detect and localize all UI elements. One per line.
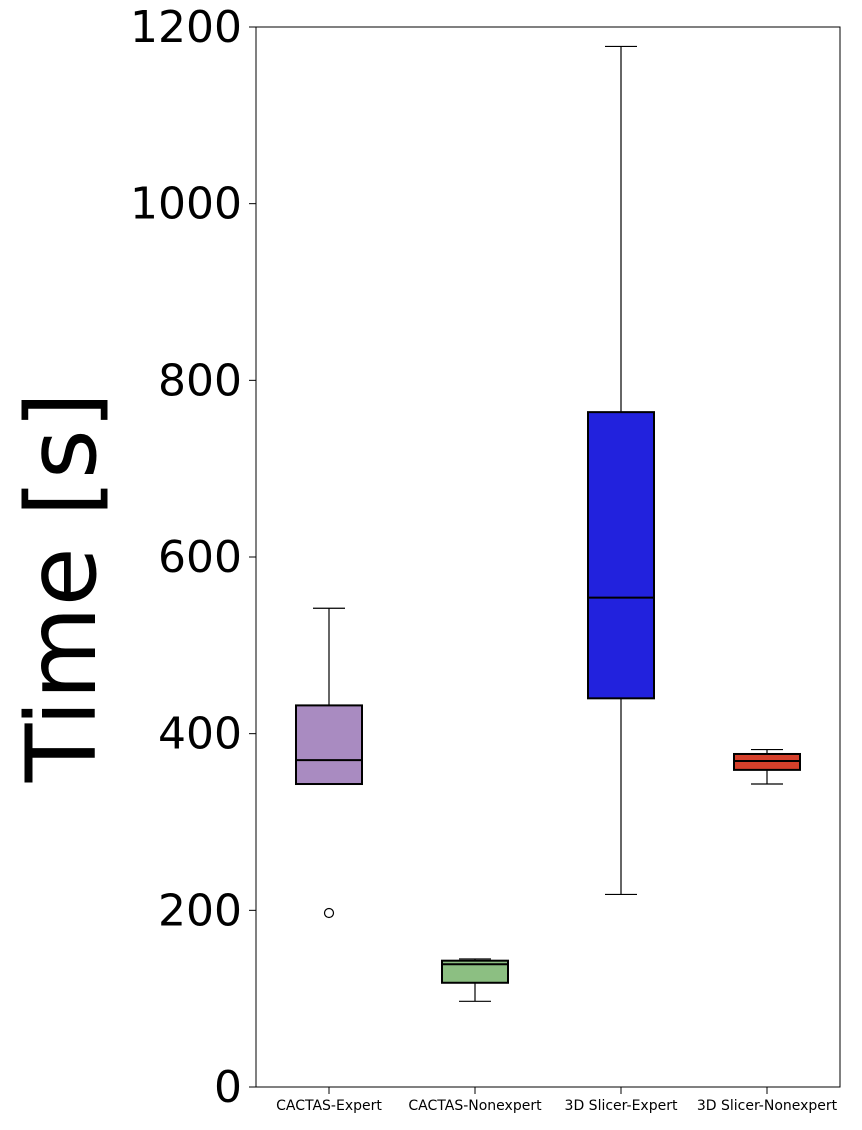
y-tick-label: 400 [158,709,242,760]
y-tick-label: 0 [214,1062,242,1113]
box-group [733,748,801,785]
y-tick-label: 800 [158,355,242,406]
x-axis: CACTAS-Expert CACTAS-Nonexpert 3D Slicer-E… [276,1087,838,1114]
x-tick-label: 3D Slicer-Nonexpert [697,1098,838,1114]
y-axis: 0 200 400 600 800 1000 1200 [130,2,256,1113]
outlier-point [323,907,335,919]
plot-marks [295,45,801,1002]
box-group [587,45,655,896]
x-tick-label: CACTAS-Nonexpert [408,1098,542,1114]
box-group [295,607,363,919]
x-tick-label: 3D Slicer-Expert [565,1098,678,1114]
y-tick-label: 1200 [130,2,242,53]
box [295,704,363,786]
box-group [441,958,509,1002]
box [587,411,655,700]
y-tick-label: 200 [158,885,242,936]
y-axis-label: Time [s] [6,392,118,783]
plot-frame [255,26,841,1088]
box [441,959,509,984]
y-tick-label: 600 [158,532,242,583]
x-tick-label: CACTAS-Expert [276,1098,382,1114]
y-tick-label: 1000 [130,179,242,230]
